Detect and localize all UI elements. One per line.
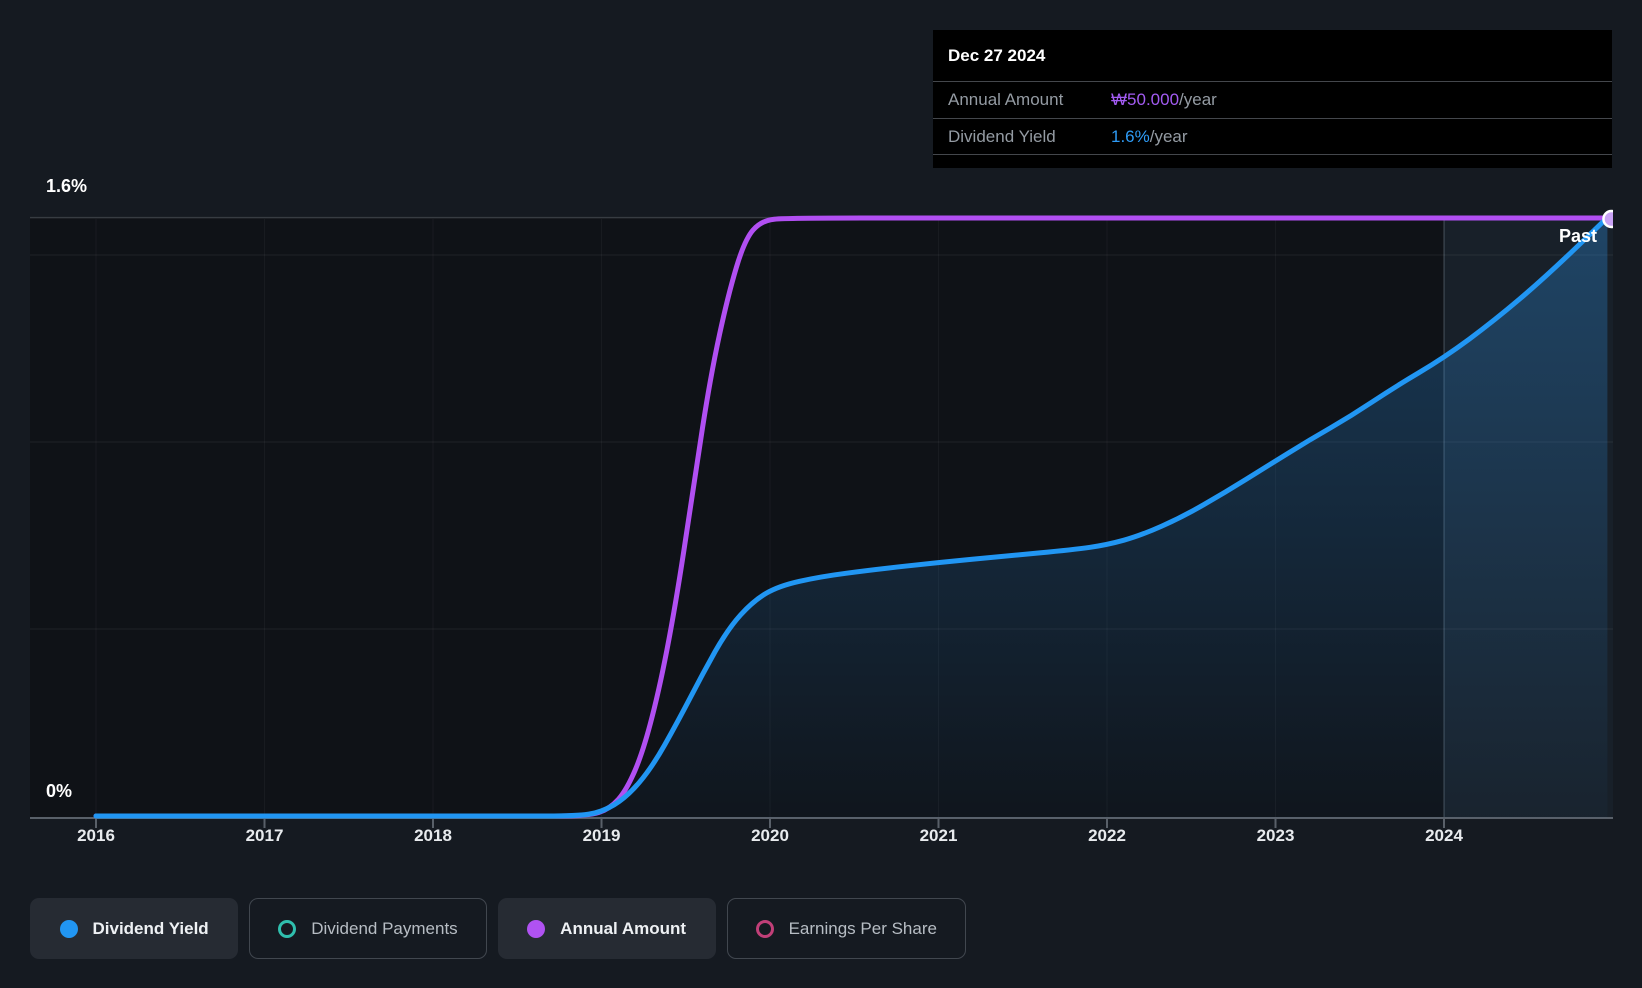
x-axis-label: 2017: [245, 826, 284, 845]
x-axis-label: 2019: [582, 826, 621, 845]
x-axis-label: 2023: [1256, 826, 1295, 845]
legend-label: Dividend Yield: [92, 918, 209, 938]
tooltip-label: Dividend Yield: [948, 126, 1056, 146]
x-axis-label: 2024: [1425, 826, 1463, 845]
x-axis-label: 2020: [751, 826, 789, 845]
series-dot-icon: [59, 919, 78, 938]
legend-button-dividend-yield[interactable]: Dividend Yield: [30, 898, 239, 959]
tooltip-row-annual-amount: Annual Amount ₩50.000 /year: [933, 81, 1612, 118]
series-dot-icon: [527, 919, 546, 938]
dividend-yield-line: [93, 215, 1610, 819]
tooltip-value-dividend-yield: 1.6%: [1111, 126, 1150, 146]
x-axis-label: 2018: [414, 826, 452, 845]
dividend-yield-area: [96, 217, 1608, 819]
legend-button-annual-amount[interactable]: Annual Amount: [497, 898, 716, 959]
legend-bar: Dividend Yield Dividend Payments Annual Am…: [30, 898, 966, 959]
past-annotation: Past: [1558, 226, 1597, 246]
tooltip-date: Dec 27 2024: [948, 45, 1046, 65]
legend-label: Earnings Per Share: [788, 918, 937, 938]
x-axis-label: 2022: [1088, 826, 1126, 845]
tooltip-value-annual-amount: ₩50.000: [1111, 90, 1180, 109]
y-axis-min-label: 0%: [46, 781, 73, 801]
legend-label: Annual Amount: [560, 918, 687, 938]
legend-label: Dividend Payments: [311, 918, 458, 938]
series-ring-icon: [278, 919, 297, 938]
y-axis-max-label: 1.6%: [46, 176, 88, 196]
legend-button-earnings-per-share[interactable]: Earnings Per Share: [726, 898, 966, 959]
x-axis-label: 2016: [77, 826, 115, 845]
series-ring-icon: [755, 919, 774, 938]
legend-button-dividend-payments[interactable]: Dividend Payments: [249, 898, 487, 959]
tooltip-suffix: /year: [1149, 126, 1188, 146]
chart-tooltip: Dec 27 2024 Annual Amount ₩50.000 /year …: [933, 30, 1612, 168]
tooltip-label: Annual Amount: [948, 90, 1064, 109]
tooltip-suffix: /year: [1179, 90, 1217, 109]
x-axis-label: 2021: [919, 826, 958, 845]
end-point-marker: [1602, 209, 1613, 229]
tooltip-row-dividend-yield: Dividend Yield 1.6% /year: [933, 118, 1612, 155]
